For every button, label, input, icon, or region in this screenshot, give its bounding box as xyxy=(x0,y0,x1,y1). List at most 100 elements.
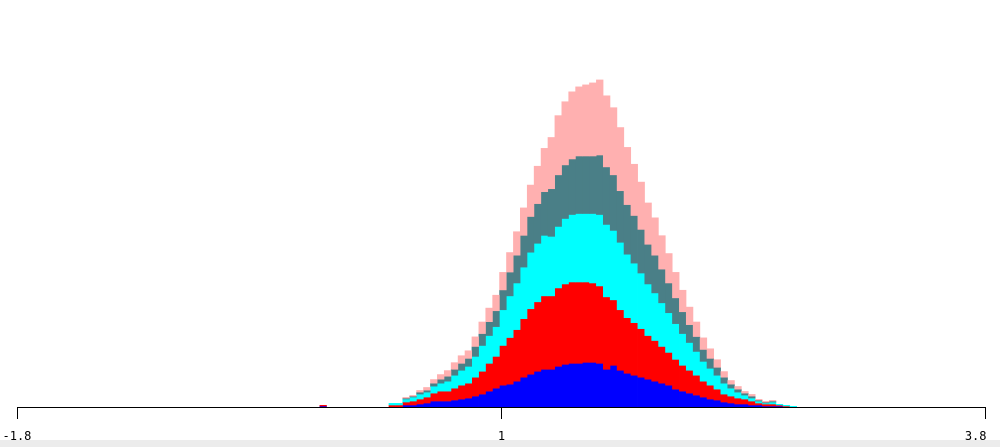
bar-red-30 xyxy=(526,308,535,375)
bar-blue-41 xyxy=(602,369,611,408)
bar-blue-54 xyxy=(692,395,701,408)
bar-blue-19 xyxy=(450,400,459,408)
bar-blue-51 xyxy=(672,389,680,408)
bar-blue-61 xyxy=(741,404,749,408)
bar-cyan-57 xyxy=(713,375,721,390)
bar-red-64 xyxy=(762,404,770,407)
bar-teal-40 xyxy=(596,155,604,215)
bar-red-23 xyxy=(478,371,486,395)
bar-pink-20 xyxy=(457,355,466,364)
bar-red-63 xyxy=(755,403,763,406)
bar-teal-24 xyxy=(485,321,493,336)
bar-red-21 xyxy=(464,383,473,399)
bar-blue-57 xyxy=(713,400,721,408)
bar-blue-24 xyxy=(485,391,493,408)
bar-pink-63 xyxy=(755,399,763,401)
bar-blue-65 xyxy=(768,406,777,408)
bar-teal-65 xyxy=(768,401,777,403)
bar-pink-51 xyxy=(672,272,680,299)
bar-teal-44 xyxy=(623,204,632,255)
bar-teal-12 xyxy=(402,398,410,400)
bar-red-61 xyxy=(741,399,749,405)
bar-blue-27 xyxy=(506,384,514,408)
bar-red-50 xyxy=(665,352,673,386)
bar-red-67 xyxy=(782,406,791,408)
bar-cyan-26 xyxy=(499,309,507,346)
bar-teal-22 xyxy=(471,346,479,357)
bar-blue-29 xyxy=(520,377,528,408)
bar-red-17 xyxy=(437,391,445,402)
bar-teal-54 xyxy=(692,336,701,352)
bar-blue-45 xyxy=(630,375,638,408)
bar-pink-39 xyxy=(589,82,597,157)
bar-red-19 xyxy=(450,388,459,401)
bar-pink-18 xyxy=(443,370,452,377)
bar-teal-13 xyxy=(409,396,417,398)
bar-pink-49 xyxy=(658,235,666,270)
bar-red-35 xyxy=(561,283,569,365)
bar-blue-26 xyxy=(499,385,507,408)
bar-teal-43 xyxy=(616,190,625,243)
bar-pink-31 xyxy=(533,165,542,204)
bar-teal-51 xyxy=(672,297,680,324)
bottom-strip xyxy=(0,440,1000,447)
bar-red-52 xyxy=(679,365,687,392)
bar-blue-53 xyxy=(685,393,694,408)
bar-red-38 xyxy=(582,281,590,363)
bar-red-57 xyxy=(713,389,721,401)
bar-blue-63 xyxy=(755,405,763,408)
bar-pink-57 xyxy=(713,359,721,368)
bar-blue-37 xyxy=(575,363,583,408)
bar-red-36 xyxy=(568,281,576,364)
bar-blue-34 xyxy=(554,366,562,408)
bar-cyan-34 xyxy=(554,226,562,289)
bar-teal-63 xyxy=(755,400,763,402)
bar-blue-18 xyxy=(443,401,452,408)
bar-teal-58 xyxy=(720,377,728,384)
bar-cyan-29 xyxy=(520,267,528,319)
bar-teal-47 xyxy=(644,244,652,285)
bar-teal-64 xyxy=(762,402,770,404)
bar-teal-48 xyxy=(651,255,659,294)
bar-red-47 xyxy=(644,335,652,380)
bar-cyan-11 xyxy=(395,403,403,406)
bar-teal-61 xyxy=(741,393,749,396)
bar-red-40 xyxy=(596,285,604,364)
bar-teal-45 xyxy=(630,215,638,264)
bar-pink-21 xyxy=(464,350,473,359)
bar-red-29 xyxy=(520,318,528,378)
bar-blue-0 xyxy=(319,406,327,408)
bar-pink-60 xyxy=(734,386,742,390)
bar-teal-50 xyxy=(665,282,673,314)
bar-blue-28 xyxy=(513,381,521,408)
bar-pink-55 xyxy=(699,337,708,350)
bar-teal-27 xyxy=(506,272,514,297)
bar-cyan-43 xyxy=(616,242,625,311)
bar-red-39 xyxy=(589,282,597,363)
bar-cyan-44 xyxy=(623,254,632,319)
bar-blue-58 xyxy=(720,402,728,408)
bar-blue-50 xyxy=(665,385,673,408)
bar-cyan-22 xyxy=(471,356,479,378)
bar-pink-35 xyxy=(561,101,569,166)
bar-blue-42 xyxy=(609,365,618,408)
bar-cyan-35 xyxy=(561,218,569,285)
bar-cyan-59 xyxy=(727,388,735,397)
bar-teal-39 xyxy=(589,156,597,214)
histogram-bars xyxy=(319,79,797,408)
bar-red-12 xyxy=(402,402,410,406)
bar-cyan-61 xyxy=(741,395,749,400)
bar-cyan-31 xyxy=(533,243,542,303)
bar-cyan-20 xyxy=(457,370,466,386)
bar-pink-43 xyxy=(616,127,625,192)
bar-cyan-63 xyxy=(755,401,763,404)
bar-blue-60 xyxy=(734,404,742,408)
bar-red-37 xyxy=(575,281,583,364)
bar-pink-38 xyxy=(582,84,590,157)
bar-red-53 xyxy=(685,370,694,394)
bar-cyan-66 xyxy=(775,404,784,406)
bar-cyan-10 xyxy=(388,403,396,406)
bar-cyan-32 xyxy=(540,235,549,297)
